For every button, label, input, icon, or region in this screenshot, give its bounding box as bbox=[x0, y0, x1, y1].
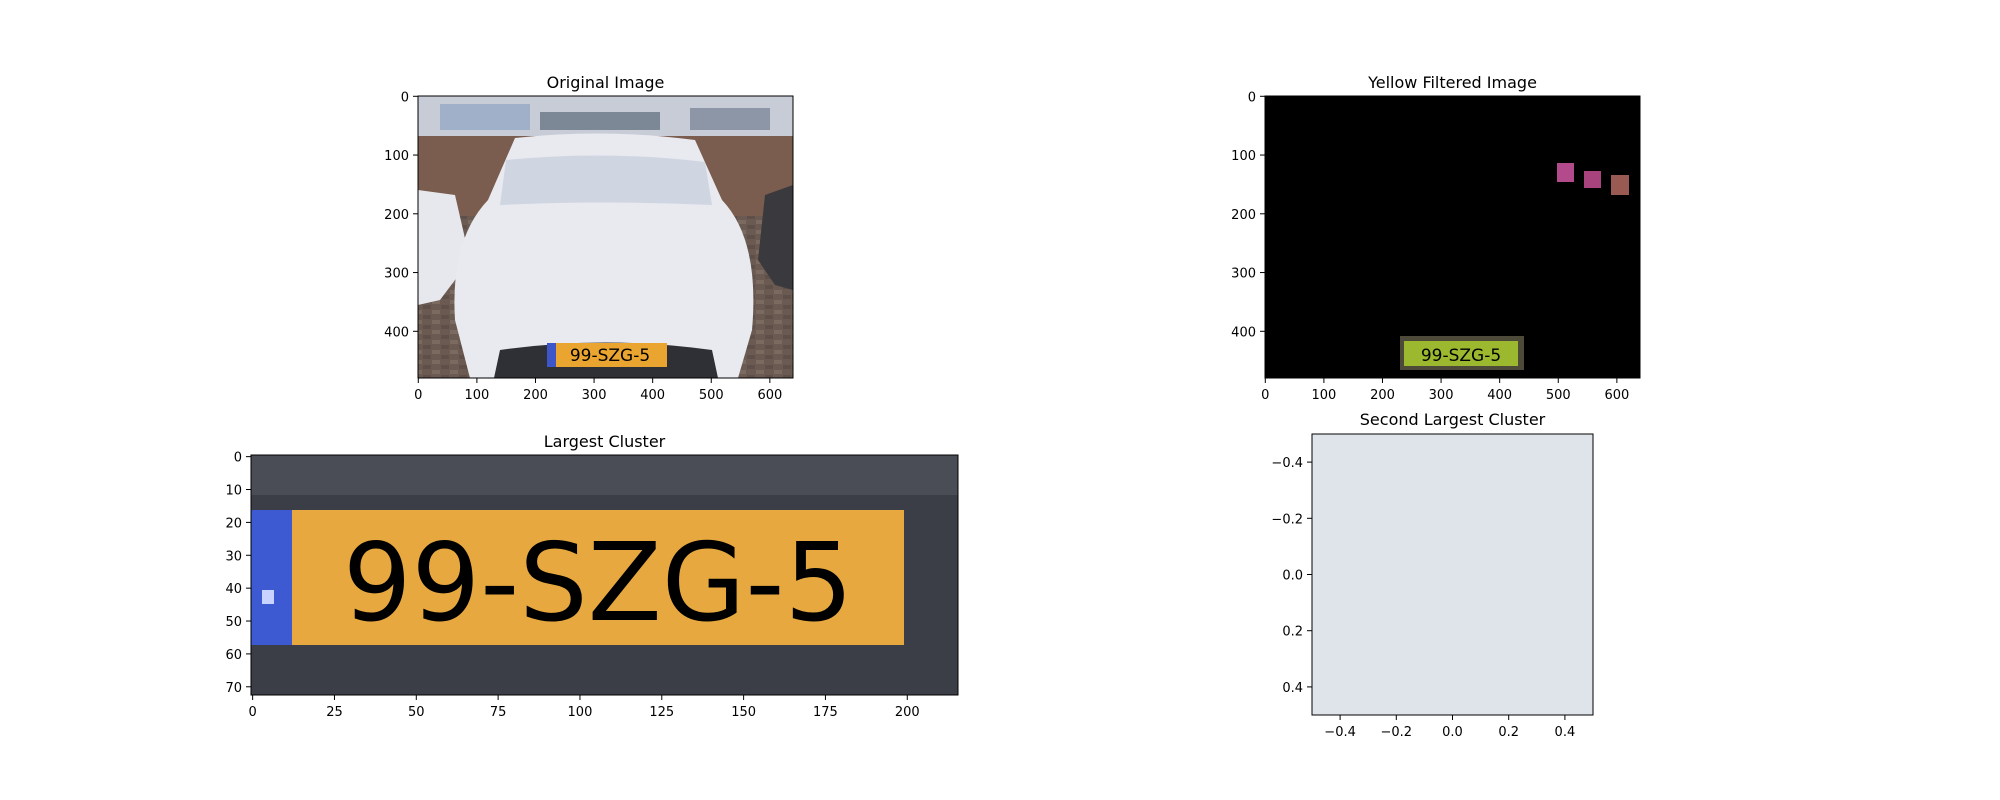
y-tick-label: −0.2 bbox=[1271, 512, 1303, 527]
x-tick-label: 200 bbox=[523, 388, 548, 403]
x-tick-label: 75 bbox=[490, 705, 507, 720]
axes-largest-cluster: 0 25 50 75 100 125 150 175 200 0 10 20 30 40 50 60 70 bbox=[225, 451, 919, 720]
x-tick-label: 400 bbox=[640, 388, 665, 403]
y-tick-label: 60 bbox=[225, 648, 242, 663]
y-tick-label: 50 bbox=[225, 615, 242, 630]
panel-original-image: Original Image 99-SZG-5 0 100 200 300 bbox=[384, 73, 794, 403]
y-tick-label: 0.0 bbox=[1282, 569, 1303, 584]
y-tick-label: 300 bbox=[1231, 267, 1256, 282]
y-tick-label: 400 bbox=[384, 325, 409, 340]
y-tick-label: 400 bbox=[1231, 325, 1256, 340]
x-tick-label: 25 bbox=[326, 705, 343, 720]
y-tick-label: 40 bbox=[225, 582, 242, 597]
panel-title: Yellow Filtered Image bbox=[1367, 73, 1537, 92]
x-tick-label: 300 bbox=[1429, 388, 1454, 403]
axes-second-cluster: −0.4 −0.2 0.0 0.2 0.4 −0.4 −0.2 0.0 0.2 0.4 bbox=[1271, 456, 1575, 740]
x-tick-label: 0 bbox=[1261, 388, 1269, 403]
x-tick-label: 500 bbox=[699, 388, 724, 403]
plate-text-original: 99-SZG-5 bbox=[570, 346, 650, 366]
y-tick-label: 30 bbox=[225, 549, 242, 564]
x-tick-label: 200 bbox=[895, 705, 920, 720]
image-largest-cluster: 99-SZG-5 bbox=[251, 455, 958, 695]
x-tick-label: 200 bbox=[1370, 388, 1395, 403]
panel-title: Original Image bbox=[547, 73, 665, 92]
x-tick-label: 0.0 bbox=[1442, 725, 1463, 740]
x-tick-label: 600 bbox=[757, 388, 782, 403]
y-tick-label: 0 bbox=[1248, 90, 1256, 105]
plate-text-filtered: 99-SZG-5 bbox=[1421, 346, 1501, 366]
x-tick-label: 300 bbox=[582, 388, 607, 403]
x-tick-label: 50 bbox=[408, 705, 425, 720]
x-tick-label: 125 bbox=[649, 705, 674, 720]
axes-original: 0 100 200 300 400 500 600 0 100 200 300 400 bbox=[384, 90, 782, 403]
x-tick-label: 400 bbox=[1487, 388, 1512, 403]
x-tick-label: 100 bbox=[568, 705, 593, 720]
panel-title: Largest Cluster bbox=[544, 432, 666, 451]
y-tick-label: 100 bbox=[1231, 149, 1256, 164]
y-tick-label: 70 bbox=[225, 681, 242, 696]
y-tick-label: 300 bbox=[384, 267, 409, 282]
x-tick-label: 500 bbox=[1546, 388, 1571, 403]
y-tick-label: 100 bbox=[384, 149, 409, 164]
y-tick-label: 0 bbox=[401, 90, 409, 105]
panel-title: Second Largest Cluster bbox=[1360, 410, 1546, 429]
y-tick-label: 10 bbox=[225, 484, 242, 499]
x-tick-label: 0.2 bbox=[1498, 725, 1519, 740]
x-tick-label: 0.4 bbox=[1555, 725, 1576, 740]
x-tick-label: 100 bbox=[464, 388, 489, 403]
image-second-cluster bbox=[1312, 434, 1593, 715]
y-tick-label: −0.4 bbox=[1271, 456, 1303, 471]
image-yellow-filtered: 99-SZG-5 bbox=[1265, 96, 1640, 378]
x-tick-label: 150 bbox=[731, 705, 756, 720]
x-tick-label: −0.2 bbox=[1381, 725, 1413, 740]
x-tick-label: 100 bbox=[1311, 388, 1336, 403]
y-tick-label: 200 bbox=[1231, 208, 1256, 223]
image-original-car: 99-SZG-5 bbox=[418, 96, 793, 378]
x-tick-label: 0 bbox=[248, 705, 256, 720]
panel-second-largest-cluster: Second Largest Cluster −0.4 −0.2 0.0 0.2 0.4… bbox=[1271, 410, 1594, 740]
y-tick-label: 0 bbox=[234, 451, 242, 466]
y-tick-label: 200 bbox=[384, 208, 409, 223]
panel-yellow-filtered: Yellow Filtered Image 99-SZG-5 0 100 200 30… bbox=[1231, 73, 1641, 403]
panel-largest-cluster: Largest Cluster 99-SZG-5 0 25 50 75 100 125 15… bbox=[225, 432, 959, 720]
axes-yellow-filtered: 0 100 200 300 400 500 600 0 100 200 300 400 bbox=[1231, 90, 1629, 403]
y-tick-label: 0.4 bbox=[1282, 681, 1303, 696]
x-tick-label: −0.4 bbox=[1324, 725, 1356, 740]
y-tick-label: 20 bbox=[225, 516, 242, 531]
y-tick-label: 0.2 bbox=[1282, 625, 1303, 640]
x-tick-label: 175 bbox=[813, 705, 838, 720]
x-tick-label: 0 bbox=[414, 388, 422, 403]
plate-text-cluster: 99-SZG-5 bbox=[343, 521, 853, 646]
x-tick-label: 600 bbox=[1604, 388, 1629, 403]
